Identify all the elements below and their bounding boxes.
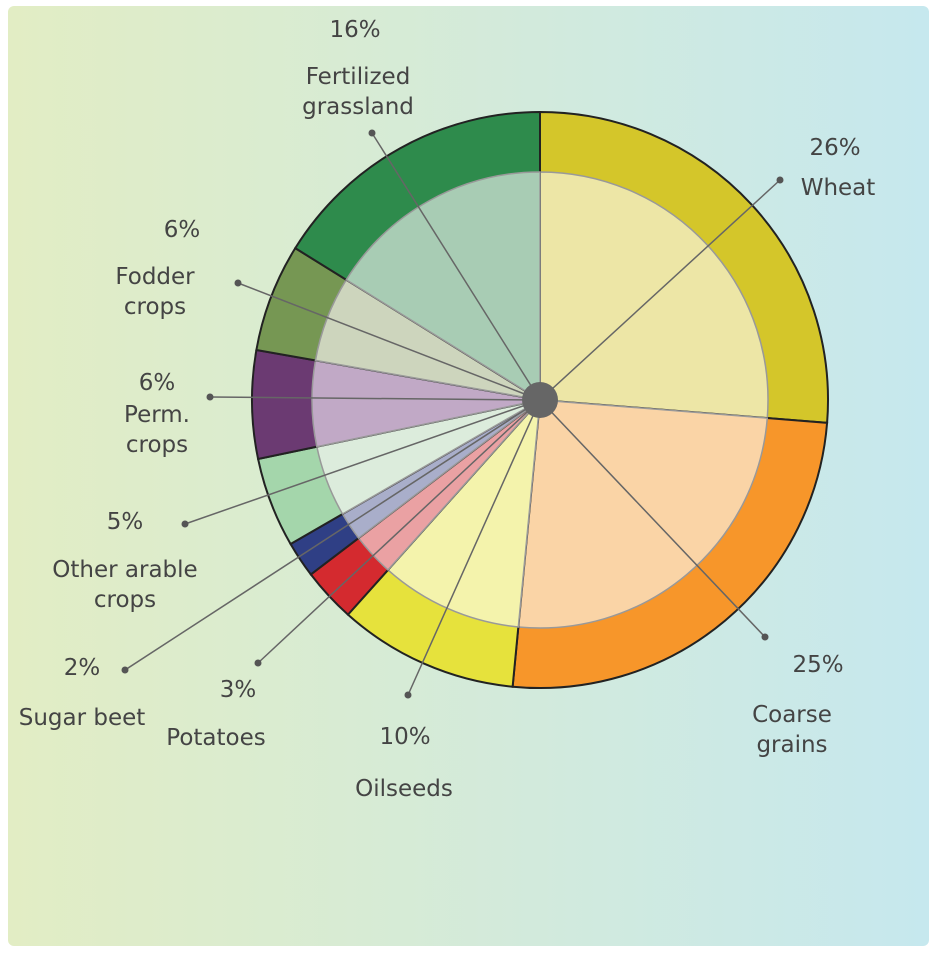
leader-line: [237, 282, 541, 401]
leader-dot: [776, 176, 784, 184]
leader-dot: [234, 279, 242, 287]
pie-slice-inner: [345, 171, 541, 402]
percent-label: 5%: [106, 509, 144, 535]
leader-dot: [121, 666, 129, 674]
leader-line: [539, 399, 766, 638]
category-label: Perm. crops: [124, 402, 190, 458]
category-label: Other arable crops: [52, 557, 198, 613]
pie-slice-inner: [386, 397, 541, 628]
leader-dot: [206, 393, 214, 401]
percent-label: 6%: [138, 370, 176, 396]
leader-line: [371, 132, 541, 401]
percent-label: 6%: [163, 217, 201, 243]
category-label: Fodder crops: [115, 264, 195, 320]
category-label: Oilseeds: [355, 776, 453, 802]
percent-label: 16%: [329, 17, 381, 43]
percent-label: 3%: [219, 677, 257, 703]
leader-line: [257, 399, 541, 664]
leader-dot: [368, 129, 376, 137]
leader-dot: [181, 520, 189, 528]
leader-dot: [254, 659, 262, 667]
category-label: Potatoes: [166, 725, 266, 751]
category-label: Wheat: [800, 175, 876, 201]
leader-line: [124, 399, 541, 671]
category-label: Fertilized grassland: [302, 64, 414, 120]
leader-line: [209, 396, 541, 401]
leader-line: [184, 399, 541, 525]
leader-dot: [404, 691, 412, 699]
category-label: Sugar beet: [18, 705, 146, 731]
percent-label: 25%: [792, 652, 844, 678]
percent-label: 10%: [379, 724, 431, 750]
percent-label: 2%: [63, 655, 101, 681]
leader-dot: [761, 633, 769, 641]
percent-label: 26%: [809, 135, 861, 161]
category-label: Coarse grains: [752, 702, 832, 758]
leader-line: [407, 399, 541, 696]
center-dot: [522, 382, 558, 418]
pie-slice-inner: [517, 399, 769, 629]
leader-line: [539, 179, 781, 401]
